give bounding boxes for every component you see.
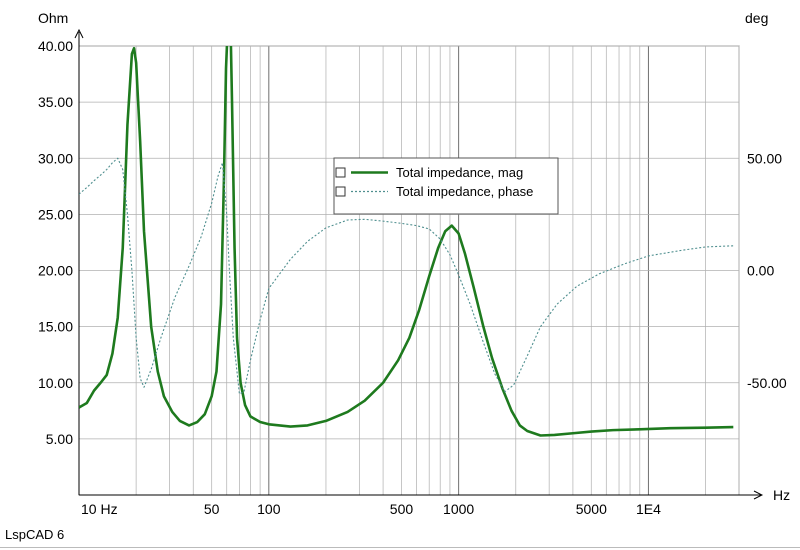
- right-axis-ticks: -50.00 0.00 50.00: [747, 150, 787, 391]
- x-unit: Hz: [773, 487, 790, 503]
- x-tick-label: 10 Hz: [81, 501, 118, 517]
- axes: [74, 28, 764, 500]
- x-axis-arrow: [753, 490, 764, 500]
- y-right-unit: deg: [745, 10, 768, 26]
- legend-label-phase: Total impedance, phase: [396, 184, 533, 199]
- x-axis-ticks: 10 Hz 50 100 500 1000 5000 1E4: [81, 501, 661, 517]
- y-left-unit: Ohm: [38, 10, 68, 26]
- y-left-tick-label: 10.00: [38, 375, 73, 391]
- y-right-tick-label: 50.00: [747, 150, 782, 166]
- y-right-tick-label: -50.00: [747, 375, 787, 391]
- x-tick-label: 1000: [443, 501, 474, 517]
- y-left-tick-label: 35.00: [38, 94, 73, 110]
- x-tick-label: 5000: [576, 501, 607, 517]
- y-right-tick-label: 0.00: [747, 263, 774, 279]
- series-line-impedance-mag: [79, 46, 734, 437]
- y-axis-arrow: [74, 28, 84, 39]
- y-left-tick-label: 5.00: [46, 431, 73, 447]
- legend-checkbox-mag[interactable]: [335, 167, 346, 178]
- legend-box: [333, 157, 559, 215]
- left-axis-ticks: 5.00 10.00 15.00 20.00 25.00 30.00 35.00 40.00: [38, 38, 73, 447]
- legend-label-mag: Total impedance, mag: [396, 165, 523, 180]
- app-footer-label: LspCAD 6: [5, 527, 65, 542]
- x-tick-label: 1E4: [636, 501, 661, 517]
- footer-divider: [0, 547, 800, 548]
- x-tick-label: 100: [257, 501, 281, 517]
- series-line-impedance-phase: [79, 157, 734, 395]
- x-tick-label: 50: [204, 501, 220, 517]
- series-lines: [79, 46, 734, 437]
- y-left-tick-label: 20.00: [38, 263, 73, 279]
- legend[interactable]: Total impedance, mag Total impedance, ph…: [333, 157, 559, 215]
- y-left-tick-label: 25.00: [38, 206, 73, 222]
- x-tick-label: 500: [390, 501, 414, 517]
- y-left-tick-label: 40.00: [38, 38, 73, 54]
- legend-checkbox-phase[interactable]: [335, 186, 346, 197]
- y-left-tick-label: 15.00: [38, 319, 73, 335]
- y-left-tick-label: 30.00: [38, 150, 73, 166]
